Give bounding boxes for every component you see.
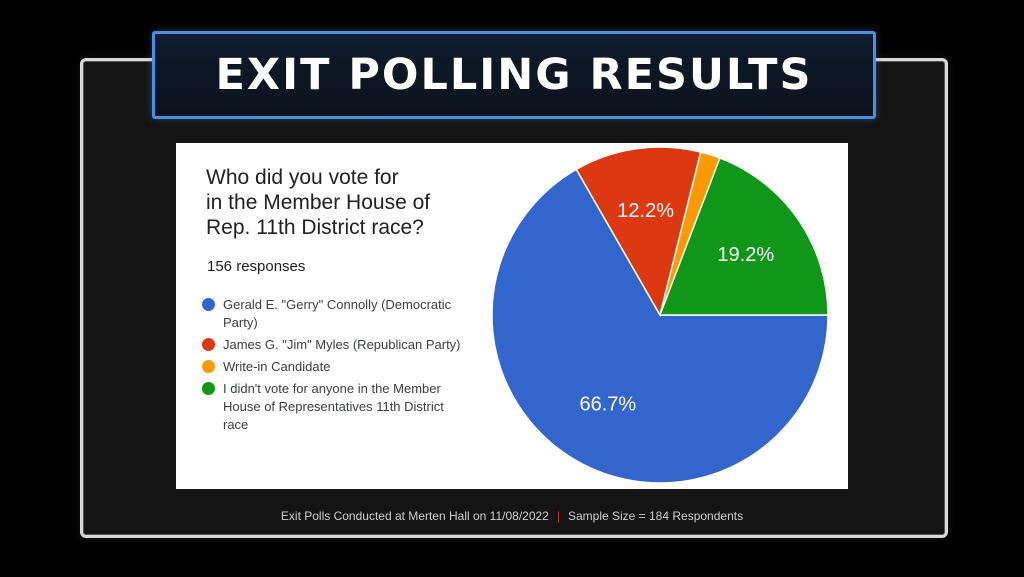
- slice-label: 19.2%: [717, 244, 774, 266]
- footer: Exit Polls Conducted at Merten Hall on 1…: [0, 509, 1024, 523]
- pie-slice: [658, 157, 829, 316]
- legend-label: James G. "Jim" Myles (Republican Party): [223, 337, 461, 352]
- legend-item: Write-in Candidate: [202, 358, 502, 376]
- legend-swatch: [202, 360, 215, 373]
- chart-title-line: Rep. 11th District race?: [206, 216, 424, 239]
- legend-item: James G. "Jim" Myles (Republican Party): [202, 336, 502, 354]
- slice-label: 12.2%: [617, 200, 674, 222]
- legend-swatch: [202, 298, 215, 311]
- footer-location-date: Exit Polls Conducted at Merten Hall on 1…: [280, 509, 549, 523]
- legend-item: I didn't vote for anyone in the Member Ho…: [202, 380, 502, 434]
- legend-item: Gerald E. "Gerry" Connolly (Democratic Pa…: [202, 296, 502, 332]
- banner-title: EXIT POLLING RESULTS: [215, 50, 813, 100]
- legend-swatch: [202, 338, 215, 351]
- chart-legend: Gerald E. "Gerry" Connolly (Democratic Pa…: [202, 296, 502, 438]
- legend-swatch: [202, 382, 215, 395]
- response-count: 156 responses: [207, 258, 306, 275]
- chart-title: Who did you vote for in the Member House…: [206, 165, 506, 240]
- pie-slice: [575, 146, 702, 317]
- legend-label: I didn't vote for anyone in the Member Ho…: [223, 381, 444, 432]
- title-banner: EXIT POLLING RESULTS: [152, 31, 876, 119]
- legend-label: Gerald E. "Gerry" Connolly (Democratic Pa…: [223, 297, 452, 330]
- slice-label: 66.7%: [579, 393, 636, 415]
- chart-title-line: in the Member House of: [206, 191, 431, 214]
- pie-slice: [491, 168, 829, 484]
- chart-panel: Who did you vote for in the Member House…: [176, 143, 848, 489]
- pie-chart: 66.7% 12.2% 19.2%: [491, 146, 829, 484]
- footer-separator: |: [556, 509, 560, 523]
- footer-sample-size: Sample Size = 184 Respondents: [567, 509, 744, 523]
- legend-label: Write-in Candidate: [223, 359, 331, 374]
- chart-title-line: Who did you vote for: [206, 166, 399, 189]
